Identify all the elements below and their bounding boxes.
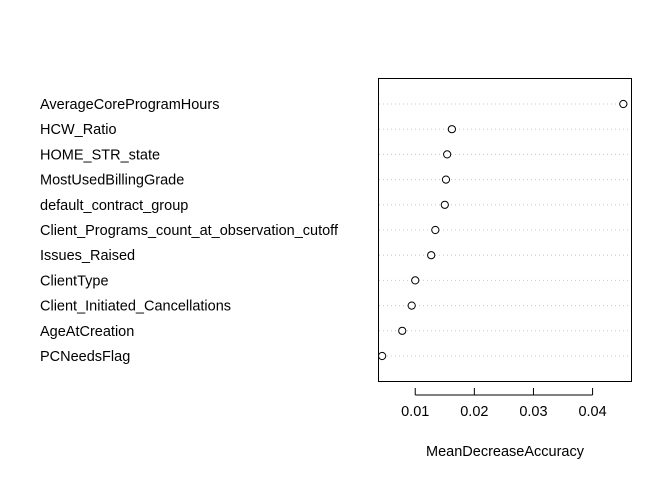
category-label: HOME_STR_state [40, 147, 160, 163]
x-tick-label: 0.03 [519, 404, 547, 420]
category-label: ClientType [40, 273, 109, 289]
category-label: Client_Initiated_Cancellations [40, 299, 231, 315]
data-point [443, 150, 452, 159]
data-point [427, 251, 436, 260]
category-label: Client_Programs_count_at_observation_cut… [40, 223, 339, 239]
data-point [440, 200, 449, 209]
data-point [431, 225, 440, 235]
data-points [378, 99, 628, 361]
category-label: MostUsedBillingGrade [40, 173, 184, 189]
data-point [378, 351, 387, 361]
category-label: AgeAtCreation [40, 324, 134, 340]
category-label: HCW_Ratio [40, 122, 117, 138]
plot-frame [378, 78, 632, 382]
data-point [619, 99, 628, 109]
data-point [411, 276, 420, 285]
x-tick-label: 0.01 [401, 404, 429, 420]
category-labels: AverageCoreProgramHours HCW_Ratio HOME_STR… [40, 97, 339, 365]
data-point [441, 175, 451, 184]
x-tick-label: 0.02 [460, 404, 488, 420]
guide-lines [379, 103, 630, 357]
category-label: PCNeedsFlag [40, 349, 130, 365]
x-axis-title: MeanDecreaseAccuracy [426, 444, 585, 460]
x-axis: 0.01 0.02 0.03 0.04 [401, 388, 607, 420]
data-point [407, 301, 416, 310]
category-label: default_contract_group [40, 198, 188, 214]
data-point [447, 125, 456, 134]
data-point [398, 326, 407, 335]
x-tick-label: 0.04 [578, 404, 606, 420]
category-label: Issues_Raised [40, 248, 135, 264]
category-label: AverageCoreProgramHours [40, 97, 219, 113]
